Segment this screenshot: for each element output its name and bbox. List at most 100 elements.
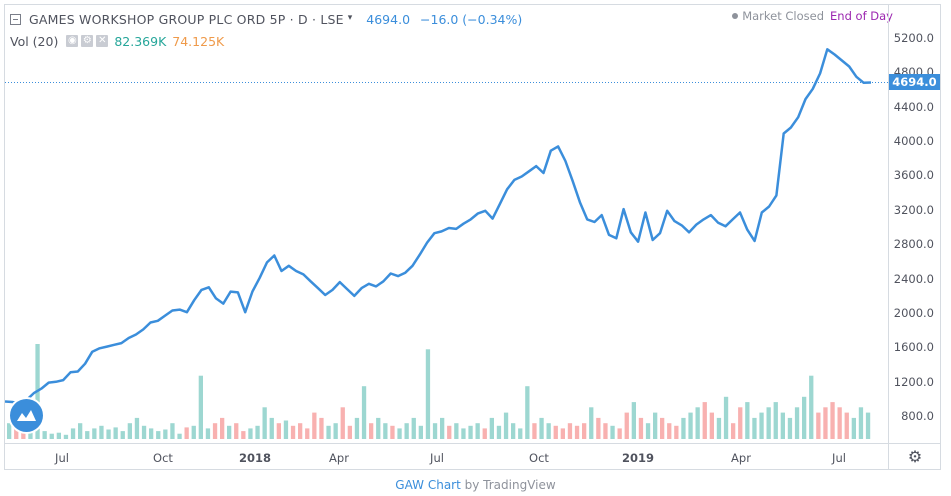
volume-bar [418, 425, 423, 439]
volume-bar [120, 431, 125, 439]
price-axis[interactable]: 5200.0 4800.0 4400.0 4000.0 3600.0 3200.0 2800… [888, 5, 940, 443]
volume-bar [361, 386, 367, 439]
y-tick-label: 800.0 [901, 409, 934, 423]
volume-bar [383, 423, 388, 439]
volume-bar [220, 417, 225, 439]
volume-bar [539, 417, 544, 439]
volume-bar [326, 425, 331, 439]
volume-bar [134, 417, 140, 439]
volume-bar [823, 407, 828, 439]
time-axis[interactable]: Jul Oct 2018 Apr Jul Oct 2019 Apr Jul [5, 443, 888, 469]
volume-bar [340, 407, 345, 439]
volume-bar [149, 428, 154, 439]
y-tick-label: 2800.0 [893, 237, 934, 252]
volume-bar [14, 428, 19, 439]
volume-bar [667, 423, 672, 439]
price-change: −16.0 (−0.34%) [420, 11, 523, 27]
volume-bar [205, 428, 211, 439]
volume-bar [482, 428, 487, 439]
volume-bar [766, 407, 771, 439]
y-tick-label: 2400.0 [893, 271, 934, 286]
volume-bar [525, 386, 530, 439]
volume-bar [589, 407, 594, 439]
volume-bar [461, 428, 466, 439]
volume-bar [532, 423, 537, 439]
volume-bar [28, 425, 33, 439]
volume-bar [390, 425, 395, 439]
last-price-tag: 4694.0 [889, 74, 940, 91]
volume-bar [191, 425, 196, 439]
volume-bar [489, 417, 494, 439]
gear-icon[interactable]: ⚙ [907, 447, 923, 466]
volume-bar [7, 423, 12, 439]
volume-bar [248, 428, 253, 439]
volume-bar [865, 412, 871, 439]
volume-bar [723, 396, 729, 439]
symbol-title[interactable]: GAMES WORKSHOP GROUP PLC ORD 5P · D · LS… [29, 11, 344, 27]
settings-icon[interactable]: ⚙ [81, 35, 94, 47]
volume-bar [624, 412, 629, 439]
volume-bar [653, 412, 658, 439]
market-status: Market Closed End of Day [732, 9, 893, 23]
volume-bar [780, 412, 785, 439]
price-chart [5, 48, 888, 439]
chart-plot-area[interactable] [5, 5, 888, 443]
volume-bar [773, 402, 778, 439]
volume-bar [170, 423, 175, 439]
chart-credit: GAW Chart by TradingView [0, 478, 951, 492]
x-tick-label: Oct [529, 451, 549, 465]
volume-row: Vol (20) ◉ ⚙ ✕ 82.369K 74.125K [10, 30, 522, 52]
volume-bar [49, 433, 54, 439]
volume-bar [319, 417, 324, 439]
y-tick-label: 1600.0 [893, 340, 934, 355]
volume-bar [638, 417, 644, 439]
volume-bar [298, 423, 303, 439]
volume-bar [354, 417, 360, 439]
volume-bar [404, 423, 409, 439]
y-tick-label: 1200.0 [893, 374, 934, 389]
volume-bar [475, 423, 480, 439]
y-tick-label: 4400.0 [893, 99, 934, 114]
volume-bar [574, 425, 580, 439]
volume-bar [63, 434, 69, 439]
volume-bar [851, 417, 856, 439]
chevron-down-icon[interactable]: ▾ [347, 13, 353, 23]
volume-bar [305, 428, 310, 439]
volume-bar [227, 425, 232, 439]
volume-bar [290, 425, 296, 439]
volume-bar [212, 423, 218, 439]
y-tick-label: 3600.0 [893, 168, 934, 183]
volume-bar [92, 428, 97, 439]
close-icon[interactable]: ✕ [96, 35, 109, 47]
volume-bar [511, 423, 516, 439]
volume-bar [731, 423, 736, 439]
x-tick-label: Jul [832, 451, 846, 465]
chart-border [4, 4, 941, 470]
volume-bar [759, 412, 764, 439]
volume-bar [269, 417, 274, 439]
volume-bar [610, 425, 615, 439]
status-dot-icon [732, 13, 739, 19]
volume-bar [333, 423, 338, 439]
credit-by[interactable]: by TradingView [464, 478, 556, 492]
volume-bar [787, 417, 793, 439]
volume-bar [56, 432, 61, 439]
x-tick-label: 2019 [621, 451, 655, 465]
volume-bar [106, 429, 111, 439]
volume-bar [603, 423, 608, 439]
volume-label: Vol (20) [10, 33, 59, 49]
volume-bar [716, 417, 722, 439]
volume-bar [816, 412, 821, 439]
volume-bar [369, 423, 374, 439]
eye-icon[interactable]: ◉ [66, 35, 79, 47]
tradingview-logo-icon[interactable] [10, 399, 43, 432]
settings-corner: ⚙ [888, 443, 940, 469]
chart-link[interactable]: GAW Chart [395, 478, 461, 492]
volume-bar [745, 402, 750, 439]
volume-bar [844, 412, 849, 439]
end-of-day-label[interactable]: End of Day [830, 9, 893, 23]
volume-bar [802, 396, 807, 439]
collapse-icon[interactable] [10, 13, 21, 25]
volume-bar [347, 425, 352, 439]
volume-bar [794, 407, 800, 439]
